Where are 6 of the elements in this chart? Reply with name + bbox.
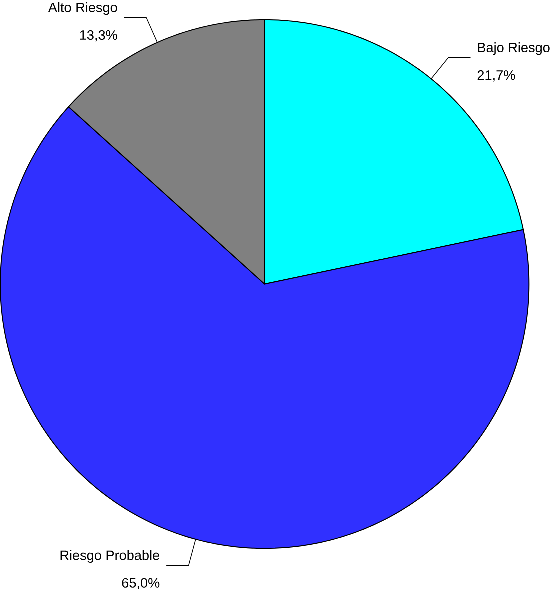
slice-label: Alto Riesgo (48, 2, 118, 16)
slice-label: Bajo Riesgo (478, 42, 550, 56)
data-label: 21,7% (478, 70, 516, 82)
data-label: 65,0% (122, 578, 160, 590)
slice-label: Riesgo Probable (60, 550, 160, 563)
data-label: 13,3% (80, 30, 118, 42)
